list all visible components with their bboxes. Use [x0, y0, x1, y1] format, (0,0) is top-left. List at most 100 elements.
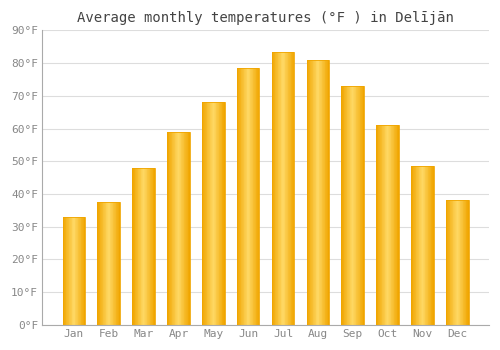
Bar	[348, 86, 349, 325]
Bar	[284, 52, 286, 325]
Bar	[306, 60, 308, 325]
Bar	[173, 132, 174, 325]
Bar	[448, 201, 449, 325]
Bar	[243, 68, 244, 325]
Bar	[467, 201, 468, 325]
Bar	[116, 202, 117, 325]
Bar	[322, 60, 323, 325]
Bar	[398, 125, 399, 325]
Bar	[254, 68, 255, 325]
Bar	[426, 166, 427, 325]
Bar	[168, 132, 170, 325]
Bar	[358, 86, 359, 325]
Bar	[287, 52, 288, 325]
Bar	[433, 166, 434, 325]
Bar	[208, 103, 209, 325]
Bar	[184, 132, 186, 325]
Bar	[320, 60, 321, 325]
Bar	[83, 217, 84, 325]
Bar	[170, 132, 171, 325]
Bar	[390, 125, 392, 325]
Bar	[418, 166, 420, 325]
Bar	[272, 52, 294, 325]
Bar	[117, 202, 118, 325]
Bar	[257, 68, 258, 325]
Bar	[112, 202, 114, 325]
Bar	[317, 60, 318, 325]
Bar	[62, 217, 64, 325]
Bar	[110, 202, 111, 325]
Bar	[356, 86, 357, 325]
Bar	[245, 68, 246, 325]
Bar	[286, 52, 287, 325]
Bar	[355, 86, 356, 325]
Bar	[274, 52, 276, 325]
Bar	[312, 60, 314, 325]
Bar	[167, 132, 190, 325]
Bar	[343, 86, 344, 325]
Bar	[72, 217, 73, 325]
Bar	[189, 132, 190, 325]
Bar	[306, 60, 329, 325]
Bar	[149, 168, 150, 325]
Bar	[415, 166, 416, 325]
Bar	[454, 201, 455, 325]
Bar	[432, 166, 433, 325]
Bar	[220, 103, 221, 325]
Bar	[250, 68, 251, 325]
Bar	[384, 125, 386, 325]
Bar	[411, 166, 434, 325]
Bar	[143, 168, 144, 325]
Bar	[140, 168, 141, 325]
Bar	[71, 217, 72, 325]
Bar	[278, 52, 279, 325]
Bar	[182, 132, 183, 325]
Bar	[102, 202, 104, 325]
Bar	[82, 217, 83, 325]
Bar	[455, 201, 456, 325]
Bar	[310, 60, 311, 325]
Bar	[167, 132, 168, 325]
Bar	[66, 217, 67, 325]
Bar	[429, 166, 430, 325]
Title: Average monthly temperatures (°F ) in Delījān: Average monthly temperatures (°F ) in De…	[77, 11, 454, 25]
Bar	[104, 202, 105, 325]
Bar	[321, 60, 322, 325]
Bar	[416, 166, 417, 325]
Bar	[256, 68, 257, 325]
Bar	[452, 201, 454, 325]
Bar	[323, 60, 324, 325]
Bar	[376, 125, 377, 325]
Bar	[114, 202, 115, 325]
Bar	[209, 103, 210, 325]
Bar	[223, 103, 224, 325]
Bar	[458, 201, 459, 325]
Bar	[465, 201, 466, 325]
Bar	[115, 202, 116, 325]
Bar	[106, 202, 107, 325]
Bar	[136, 168, 137, 325]
Bar	[389, 125, 390, 325]
Bar	[144, 168, 145, 325]
Bar	[394, 125, 395, 325]
Bar	[412, 166, 414, 325]
Bar	[289, 52, 290, 325]
Bar	[249, 68, 250, 325]
Bar	[272, 52, 273, 325]
Bar	[344, 86, 345, 325]
Bar	[204, 103, 205, 325]
Bar	[151, 168, 152, 325]
Bar	[148, 168, 149, 325]
Bar	[255, 68, 256, 325]
Bar	[139, 168, 140, 325]
Bar	[283, 52, 284, 325]
Bar	[328, 60, 329, 325]
Bar	[177, 132, 178, 325]
Bar	[152, 168, 154, 325]
Bar	[293, 52, 294, 325]
Bar	[73, 217, 74, 325]
Bar	[314, 60, 315, 325]
Bar	[154, 168, 155, 325]
Bar	[349, 86, 350, 325]
Bar	[215, 103, 216, 325]
